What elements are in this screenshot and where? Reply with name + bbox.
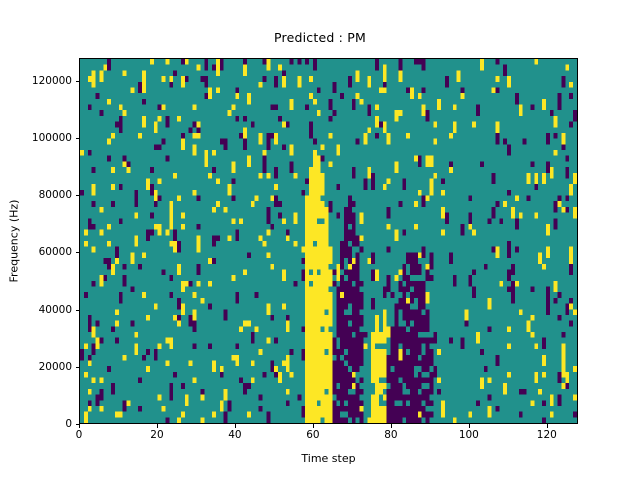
x-tick-mark xyxy=(546,424,548,428)
x-tick-label: 80 xyxy=(384,429,398,441)
y-tick-mark xyxy=(75,366,79,368)
x-tick-label: 120 xyxy=(536,429,557,441)
y-tick-mark xyxy=(75,138,79,140)
heatmap-image xyxy=(80,59,577,423)
y-axis-label: Frequency (Hz) xyxy=(7,199,21,283)
x-tick-mark xyxy=(79,424,80,428)
x-tick-mark xyxy=(156,424,158,428)
y-tick-mark xyxy=(75,309,79,311)
y-tick-label: 0 xyxy=(65,418,72,430)
y-tick-label: 120000 xyxy=(31,74,72,87)
x-tick-label: 100 xyxy=(458,429,479,441)
heatmap-axes xyxy=(79,58,578,424)
x-tick-mark xyxy=(390,424,392,428)
y-tick-mark xyxy=(75,252,79,254)
x-tick-label: 20 xyxy=(150,429,164,441)
y-tick-mark xyxy=(75,195,79,197)
x-tick-label: 60 xyxy=(306,429,320,441)
x-tick-label: 40 xyxy=(228,429,242,441)
y-tick-label: 100000 xyxy=(31,132,72,145)
y-tick-mark xyxy=(75,80,79,82)
x-tick-mark xyxy=(468,424,470,428)
y-tick-mark xyxy=(75,424,79,425)
x-tick-label: 0 xyxy=(75,429,83,441)
x-tick-mark xyxy=(234,424,236,428)
y-tick-label: 60000 xyxy=(38,246,72,259)
x-axis-label: Time step xyxy=(301,452,356,465)
y-tick-label: 80000 xyxy=(38,189,72,202)
x-tick-mark xyxy=(312,424,314,428)
y-tick-label: 40000 xyxy=(38,303,72,316)
y-tick-label: 20000 xyxy=(38,360,72,373)
page-title: Predicted : PM xyxy=(274,30,366,45)
